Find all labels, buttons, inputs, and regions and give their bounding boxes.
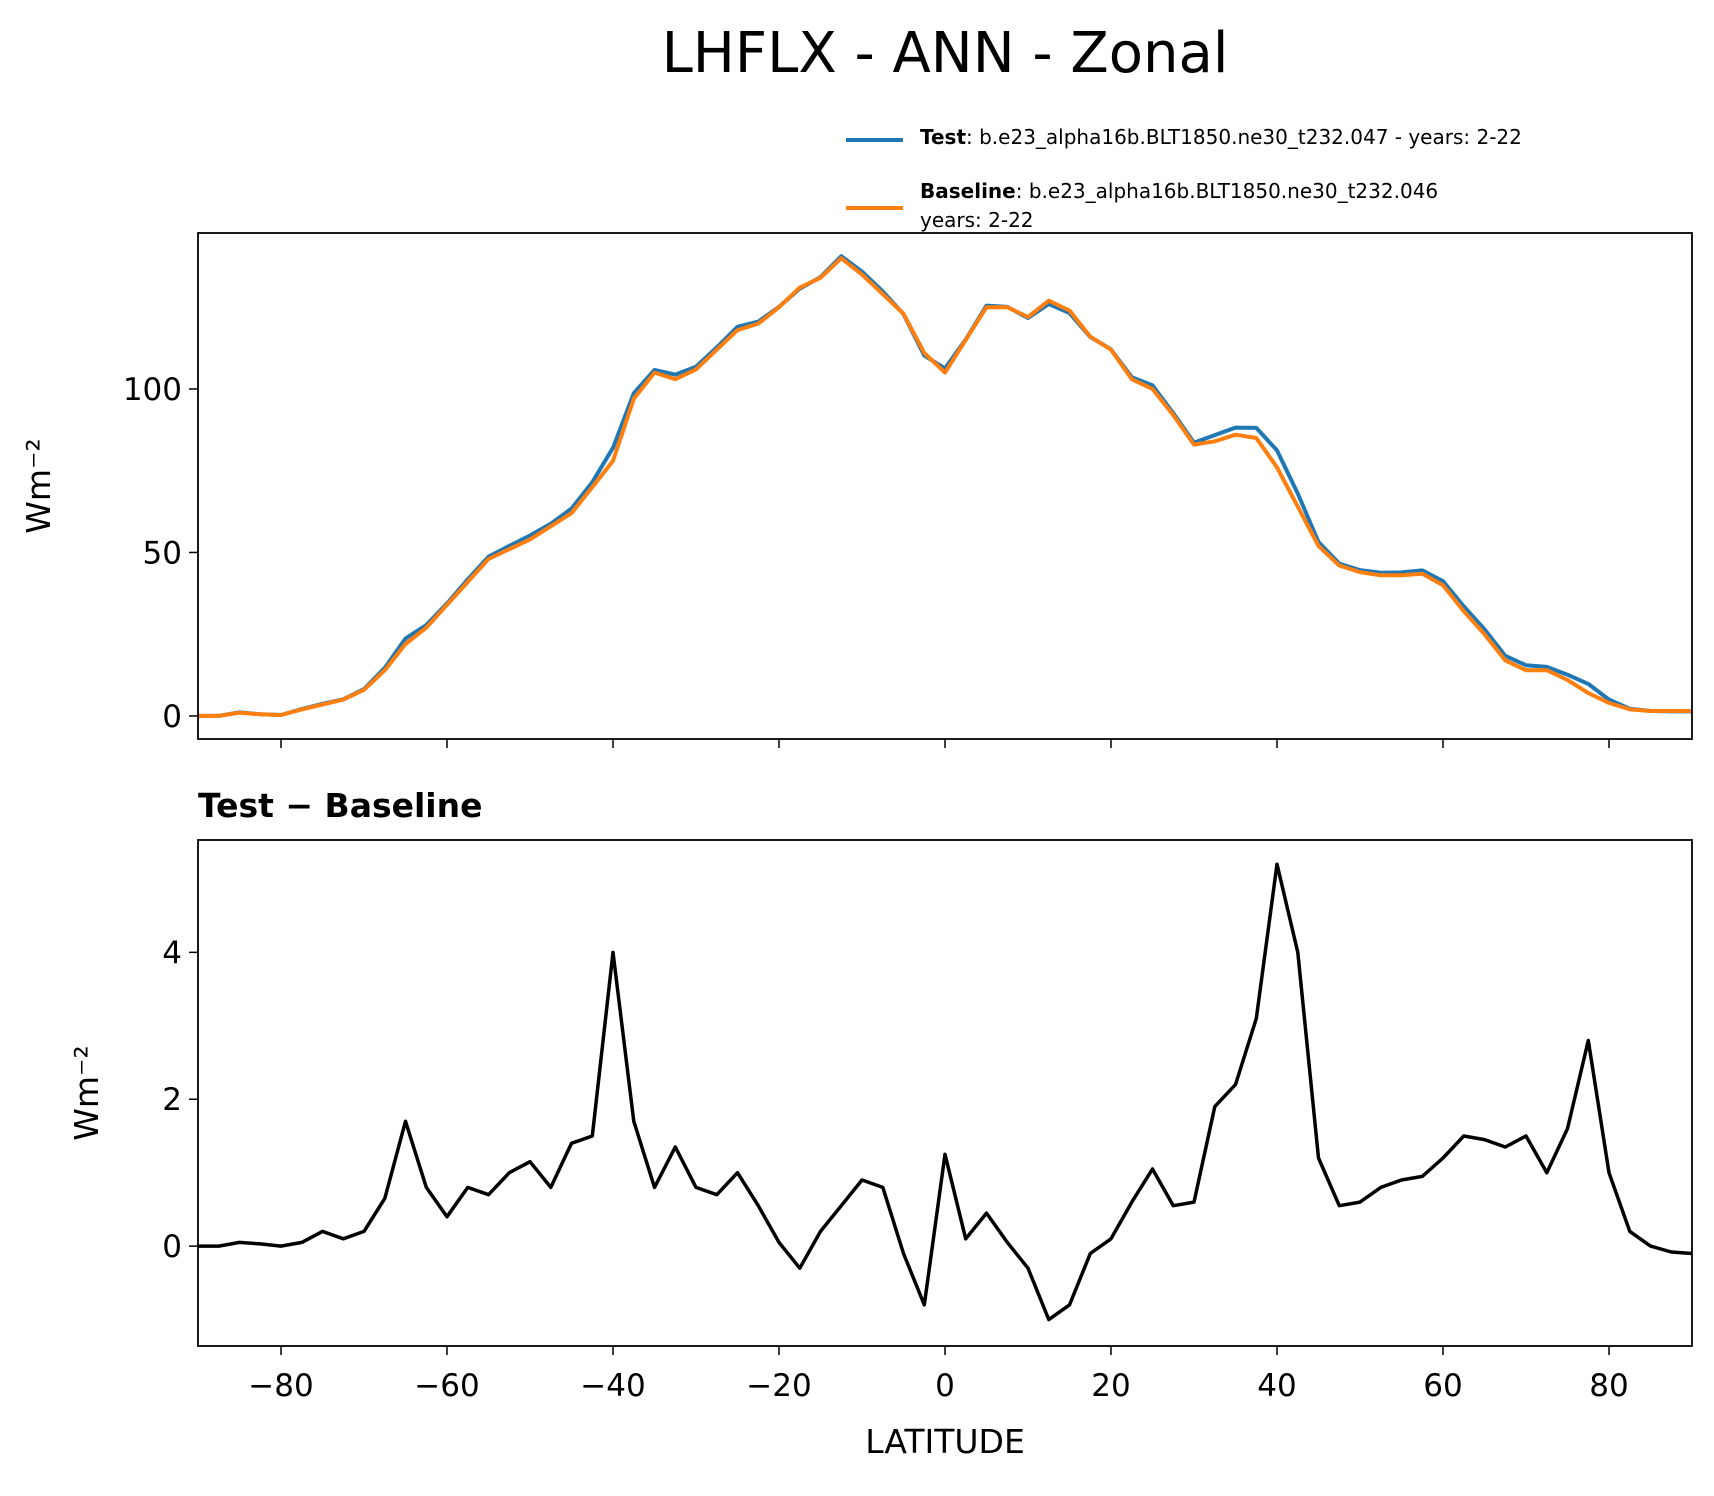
y-tick-label: 0 xyxy=(162,699,182,735)
y-tick-label: 4 xyxy=(162,935,182,971)
y-axis-label: Wm⁻² xyxy=(19,438,58,533)
x-tick-label: 40 xyxy=(1257,1368,1296,1404)
plot-frame xyxy=(197,232,1693,740)
y-tick-label: 0 xyxy=(162,1229,182,1265)
legend-entry: Baseline: b.e23_alpha16b.BLT1850.ne30_t2… xyxy=(920,179,1438,232)
x-tick-label: −40 xyxy=(580,1368,645,1404)
data-line xyxy=(198,862,1693,1322)
legend-entry: Test: b.e23_alpha16b.BLT1850.ne30_t232.0… xyxy=(920,125,1522,149)
legend-label: : b.e23_alpha16b.BLT1850.ne30_t232.047 -… xyxy=(966,125,1522,149)
y-tick-label: 2 xyxy=(162,1082,182,1118)
figure-title: LHFLX - ANN - Zonal xyxy=(662,21,1229,86)
y-tick-label: 100 xyxy=(123,372,182,408)
x-tick-label: 80 xyxy=(1589,1368,1628,1404)
legend-name: Baseline xyxy=(920,179,1016,203)
x-axis-label: LATITUDE xyxy=(865,1422,1025,1461)
x-tick-label: −20 xyxy=(746,1368,811,1404)
legend-name: Test xyxy=(920,125,966,149)
x-tick-label: −60 xyxy=(414,1368,479,1404)
data-line xyxy=(198,256,1692,718)
plot-frame xyxy=(197,839,1693,1347)
legend-label: : b.e23_alpha16b.BLT1850.ne30_t232.046 xyxy=(1016,179,1438,203)
x-tick-label: −80 xyxy=(248,1368,313,1404)
x-tick-label: 60 xyxy=(1423,1368,1462,1404)
y-tick-label: 50 xyxy=(143,535,182,571)
x-tick-label: 20 xyxy=(1091,1368,1130,1404)
x-tick-label: 0 xyxy=(935,1368,955,1404)
legend-label: years: 2-22 xyxy=(920,208,1034,232)
y-axis-label: Wm⁻² xyxy=(67,1045,106,1140)
panel-title: Test − Baseline xyxy=(198,786,483,825)
